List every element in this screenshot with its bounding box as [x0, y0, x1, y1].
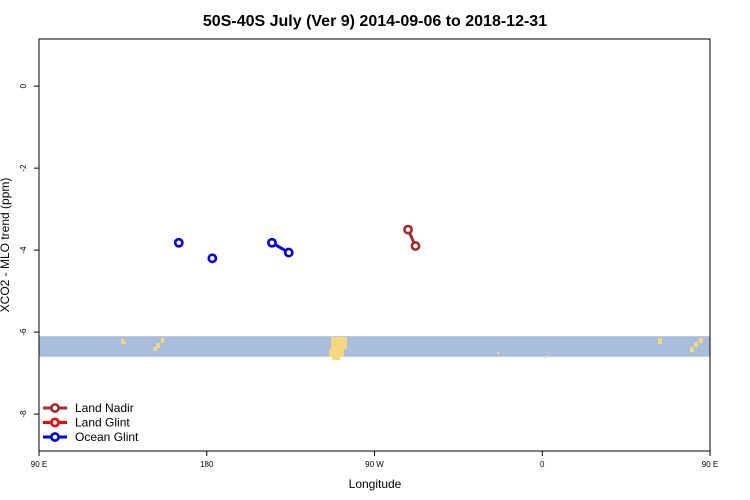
y-tick-label: -6 [19, 328, 28, 336]
data-point [403, 224, 413, 235]
x-tick-label: 90 E [31, 460, 47, 469]
land-patch [694, 342, 698, 347]
y-tick-label: 0 [19, 83, 28, 88]
land-patch [161, 338, 164, 343]
land-patch [658, 338, 662, 344]
ocean-band [39, 336, 710, 357]
data-point [267, 237, 277, 248]
legend-marker [50, 432, 60, 442]
land-patch [699, 338, 703, 343]
land-patch [153, 347, 157, 351]
land-patch [497, 352, 499, 354]
data-layer [173, 224, 421, 264]
land-patch [329, 349, 344, 357]
land-patch [124, 341, 126, 344]
x-tick-label: 180 [200, 460, 214, 469]
x-tick-label: 0 [540, 460, 545, 469]
plot-frame [38, 38, 711, 452]
legend-label: Land Glint [75, 416, 130, 430]
data-point [283, 247, 294, 258]
land-patch [332, 355, 340, 360]
y-tick-label: -2 [19, 164, 28, 172]
land-patch [156, 343, 160, 348]
data-point [207, 253, 218, 264]
data-point [173, 237, 184, 248]
legend-label: Land Nadir [75, 401, 134, 415]
land-patch [544, 356, 546, 358]
y-tick-label: -4 [19, 246, 28, 254]
y-tick-label: -8 [19, 410, 28, 418]
x-tick-label: 90 E [702, 460, 718, 469]
legend-label: Ocean Glint [75, 430, 139, 444]
land-band [39, 336, 710, 360]
land-patch [121, 339, 124, 344]
y-axis: 0 -2 -4 -6 -8 [19, 83, 39, 418]
x-axis-label: Longitude [349, 477, 402, 491]
legend-marker [50, 417, 60, 428]
legend-marker [50, 403, 60, 413]
chart-title: 50S-40S July (Ver 9) 2014-09-06 to 2018-… [203, 13, 547, 30]
x-tick-label: 90 W [365, 460, 384, 469]
y-axis-label: XCO2 - MLO trend (ppm) [0, 178, 12, 313]
land-patch [690, 347, 694, 352]
data-point [410, 241, 421, 251]
land-patch [331, 337, 347, 349]
